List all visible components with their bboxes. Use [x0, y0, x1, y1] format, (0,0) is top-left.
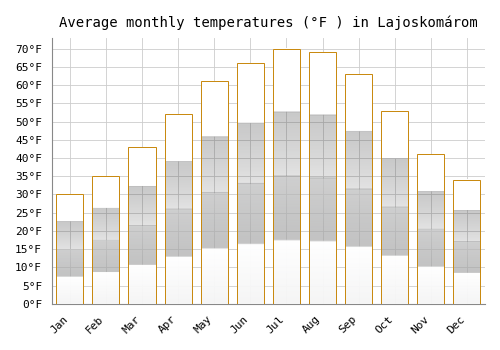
Bar — [345, 74, 372, 304]
Bar — [200, 82, 228, 304]
Bar — [128, 147, 156, 304]
Bar — [237, 63, 264, 304]
Bar — [92, 176, 120, 304]
Bar — [454, 180, 480, 304]
Bar — [418, 154, 444, 304]
Bar — [273, 49, 300, 304]
Bar — [381, 111, 408, 304]
Bar — [164, 114, 192, 304]
Title: Average monthly temperatures (°F ) in Lajoskomárom: Average monthly temperatures (°F ) in La… — [59, 15, 478, 29]
Bar — [309, 52, 336, 304]
Bar — [56, 195, 84, 304]
